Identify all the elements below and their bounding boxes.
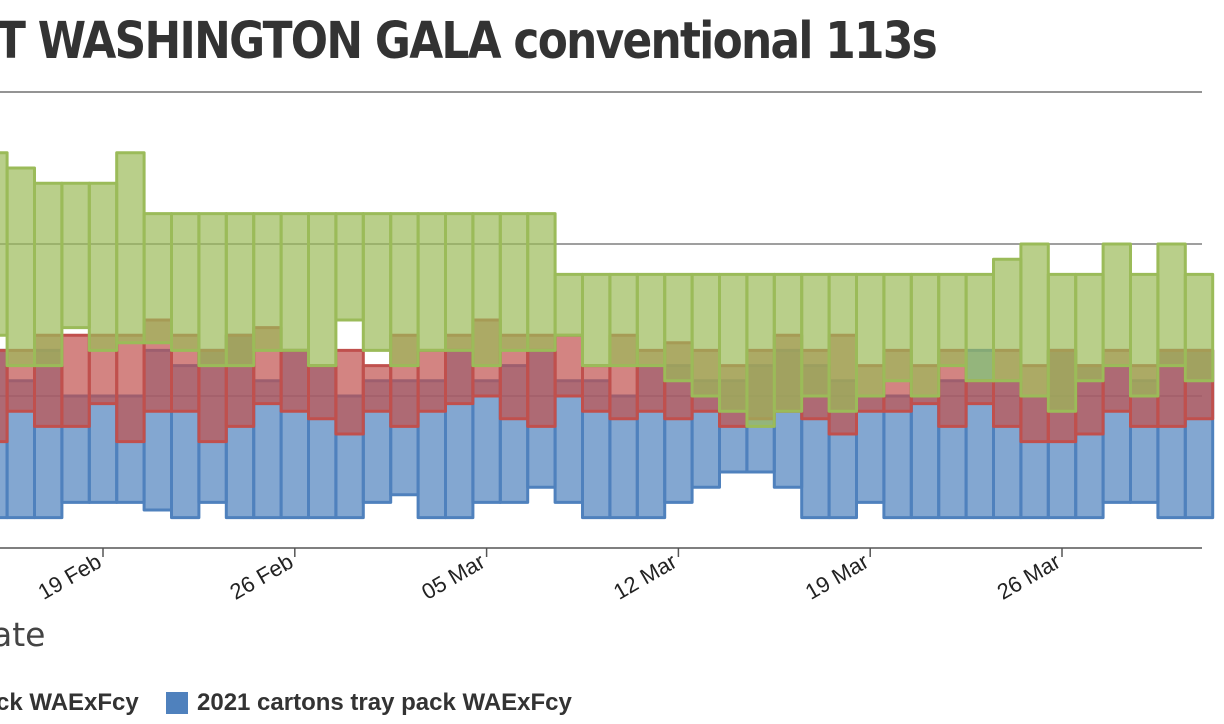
range-mark xyxy=(33,181,64,368)
range-mark xyxy=(964,272,995,383)
legend-item-tray-pack[interactable]: 2021 cartons tray pack WAExFcy xyxy=(166,688,572,718)
legend-label: ck WAExFcy xyxy=(0,689,139,716)
x-axis-label: ate xyxy=(0,615,46,654)
x-tick-label: 19 Mar xyxy=(801,549,873,605)
range-mark xyxy=(1129,272,1160,398)
range-mark xyxy=(1019,242,1050,398)
range-mark xyxy=(498,212,530,352)
range-mark xyxy=(471,379,502,504)
range-mark xyxy=(553,379,584,504)
range-mark xyxy=(334,212,365,322)
range-mark xyxy=(1101,242,1132,368)
range-mark xyxy=(1074,272,1105,383)
range-mark xyxy=(855,272,886,398)
range-mark xyxy=(909,272,941,398)
range-mark xyxy=(444,212,475,352)
range-mark xyxy=(471,212,502,368)
legend-item-pack[interactable]: ck WAExFcy xyxy=(0,688,139,718)
range-mark xyxy=(60,333,91,428)
x-tick-label: 05 Mar xyxy=(417,549,489,605)
range-mark xyxy=(307,212,338,368)
x-tick-label: 26 Feb xyxy=(225,549,297,605)
range-mark xyxy=(115,151,146,345)
range-mark xyxy=(1046,272,1078,413)
range-mark xyxy=(334,348,365,436)
range-mark xyxy=(882,272,913,383)
range-mark xyxy=(553,272,584,337)
range-mark xyxy=(1183,272,1215,383)
range-mark xyxy=(553,333,584,398)
range-mark xyxy=(60,181,91,330)
range-mark xyxy=(307,364,338,421)
range-mark xyxy=(800,272,831,398)
range-mark xyxy=(964,379,995,406)
range-mark xyxy=(581,272,612,368)
legend-swatch-blue xyxy=(166,692,188,714)
range-mark xyxy=(252,212,283,352)
range-mark xyxy=(0,348,9,444)
range-mark xyxy=(361,212,393,352)
range-mark xyxy=(526,212,557,352)
range-mark xyxy=(5,166,36,368)
range-mark xyxy=(115,333,146,444)
range-mark xyxy=(170,212,201,352)
range-mark xyxy=(279,212,310,352)
x-axis: 19 Feb 26 Feb 05 Mar 12 Mar 19 Mar 26 Mar xyxy=(0,547,1202,605)
range-mark xyxy=(827,272,858,413)
range-mark xyxy=(279,348,310,413)
range-mark xyxy=(581,364,612,413)
range-mark xyxy=(690,272,721,398)
x-tick-label: 26 Mar xyxy=(993,549,1065,605)
series-layer xyxy=(0,151,1215,520)
x-tick-label: 19 Feb xyxy=(34,549,106,605)
range-mark xyxy=(992,257,1023,383)
range-mark xyxy=(416,212,447,352)
range-mark xyxy=(635,272,667,368)
series-2 xyxy=(0,151,1215,428)
range-mark xyxy=(389,212,420,368)
range-mark xyxy=(745,272,776,428)
legend-label: 2021 cartons tray pack WAExFcy xyxy=(197,689,572,716)
range-mark xyxy=(87,394,119,504)
range-mark xyxy=(361,364,393,413)
range-mark xyxy=(608,272,639,368)
range-mark xyxy=(87,181,119,352)
range-mark xyxy=(224,212,256,368)
range-mark xyxy=(197,212,228,368)
range-mark xyxy=(937,272,968,368)
chart-title: T WASHINGTON GALA conventional 113s xyxy=(0,12,938,71)
range-mark xyxy=(142,212,173,345)
range-mark xyxy=(416,348,447,413)
range-mark xyxy=(882,394,913,520)
range-mark xyxy=(663,272,694,383)
x-tick-label: 12 Mar xyxy=(609,549,681,605)
range-mark xyxy=(718,272,749,413)
range-mark xyxy=(1156,242,1187,368)
range-mark xyxy=(772,272,804,413)
range-mark xyxy=(909,394,941,520)
